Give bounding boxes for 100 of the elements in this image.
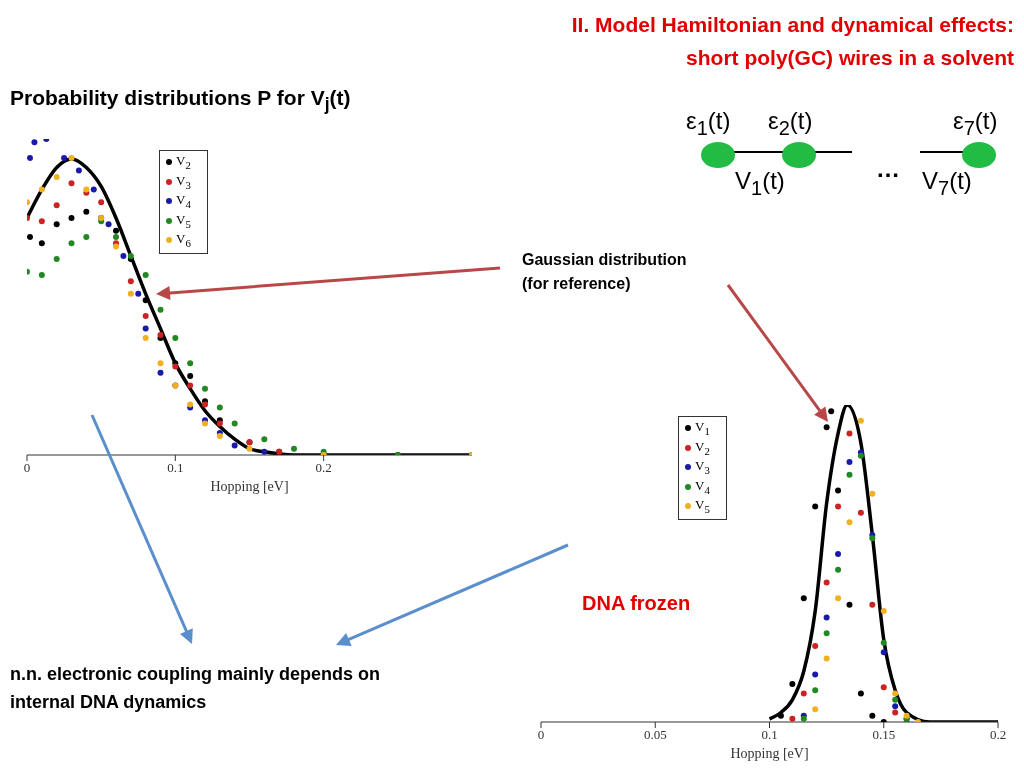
x-tick-label: 0.15 (872, 727, 896, 743)
point (142, 335, 149, 342)
text: V$_{1}$(t) (735, 167, 785, 200)
point (231, 420, 238, 427)
chart-title: Probability distributions P for V$_{j}$(t) (10, 86, 351, 116)
point (869, 601, 876, 608)
point (880, 608, 887, 615)
point (90, 186, 97, 193)
point (187, 373, 194, 379)
point (120, 252, 127, 259)
legend-label: V$_{2}$ (176, 153, 191, 171)
point (812, 503, 819, 510)
point (113, 227, 119, 234)
point (261, 448, 268, 455)
point (823, 630, 830, 637)
text: V$_{7}$(t) (922, 167, 972, 200)
point (53, 202, 60, 209)
point (835, 487, 842, 494)
point (846, 601, 853, 608)
legend-label: V$_{6}$ (176, 231, 191, 249)
point (777, 712, 784, 719)
point (98, 199, 105, 206)
point (812, 671, 819, 678)
point (61, 154, 68, 161)
point (127, 278, 134, 285)
point (105, 221, 112, 228)
point (846, 519, 853, 526)
point (157, 331, 164, 338)
point (127, 252, 134, 259)
x-axis-title: Hopping [eV] (730, 746, 809, 761)
x-tick-label: 0.05 (643, 727, 667, 743)
x-tick-label: 0 (23, 460, 31, 476)
text: ε$_{2}$(t) (768, 107, 813, 140)
text: II. Model Hamiltonian and dynamical effects: short poly(GC) wires in a solvent (571, 12, 1014, 71)
x-tick-label: 0.1 (761, 727, 778, 743)
point (187, 360, 194, 367)
point (857, 690, 864, 697)
point (142, 297, 149, 304)
legend-label: V$_{1}$ (695, 419, 710, 437)
point (869, 712, 876, 719)
point (216, 404, 223, 411)
point (68, 154, 75, 161)
point (75, 167, 82, 174)
legend-label: V$_{4}$ (695, 477, 710, 496)
point (892, 709, 899, 716)
point (38, 271, 45, 278)
legend-label: V$_{3}$ (176, 172, 191, 191)
point (291, 445, 297, 452)
point (857, 417, 864, 424)
point (68, 180, 75, 187)
point (835, 566, 842, 573)
point (846, 430, 853, 437)
point (135, 290, 142, 297)
point (83, 233, 90, 240)
point (142, 325, 149, 332)
point (113, 233, 119, 240)
x-tick-label: 0.1 (167, 460, 184, 476)
x-tick-label: 0.2 (315, 460, 332, 476)
point (800, 690, 807, 697)
point (880, 649, 887, 656)
point (892, 703, 899, 710)
point (68, 215, 75, 221)
point (892, 696, 899, 703)
point (812, 642, 819, 649)
text: n.n. electronic coupling mainly depends on internal DNA dynamics (10, 663, 381, 714)
point (127, 290, 134, 297)
point (869, 490, 876, 497)
point (835, 503, 842, 510)
x-axis-title: Hopping [eV] (210, 479, 289, 494)
legend-label: V$_{5}$ (176, 211, 191, 230)
point (157, 306, 164, 313)
text: ε$_{7}$(t) (953, 107, 998, 140)
point (53, 256, 60, 263)
point (53, 221, 60, 228)
point (828, 408, 835, 415)
point (231, 442, 238, 449)
point (846, 459, 853, 466)
point (835, 595, 842, 602)
point (823, 655, 830, 662)
point (31, 139, 38, 146)
point (38, 218, 45, 225)
point (789, 715, 796, 722)
point (812, 706, 819, 713)
point (789, 680, 796, 687)
point (68, 240, 75, 247)
point (27, 233, 33, 240)
point (812, 687, 819, 694)
x-tick-label: 0.2 (989, 727, 1007, 743)
point (261, 436, 268, 443)
point (823, 579, 830, 586)
text: ε$_{1}$(t) (686, 107, 731, 140)
point (53, 173, 60, 180)
point (846, 471, 853, 478)
point (823, 614, 830, 621)
point (857, 509, 864, 516)
point (216, 433, 223, 440)
point (172, 335, 179, 342)
point (835, 550, 842, 557)
legend-label: V$_{2}$ (695, 438, 710, 457)
point (27, 154, 33, 161)
